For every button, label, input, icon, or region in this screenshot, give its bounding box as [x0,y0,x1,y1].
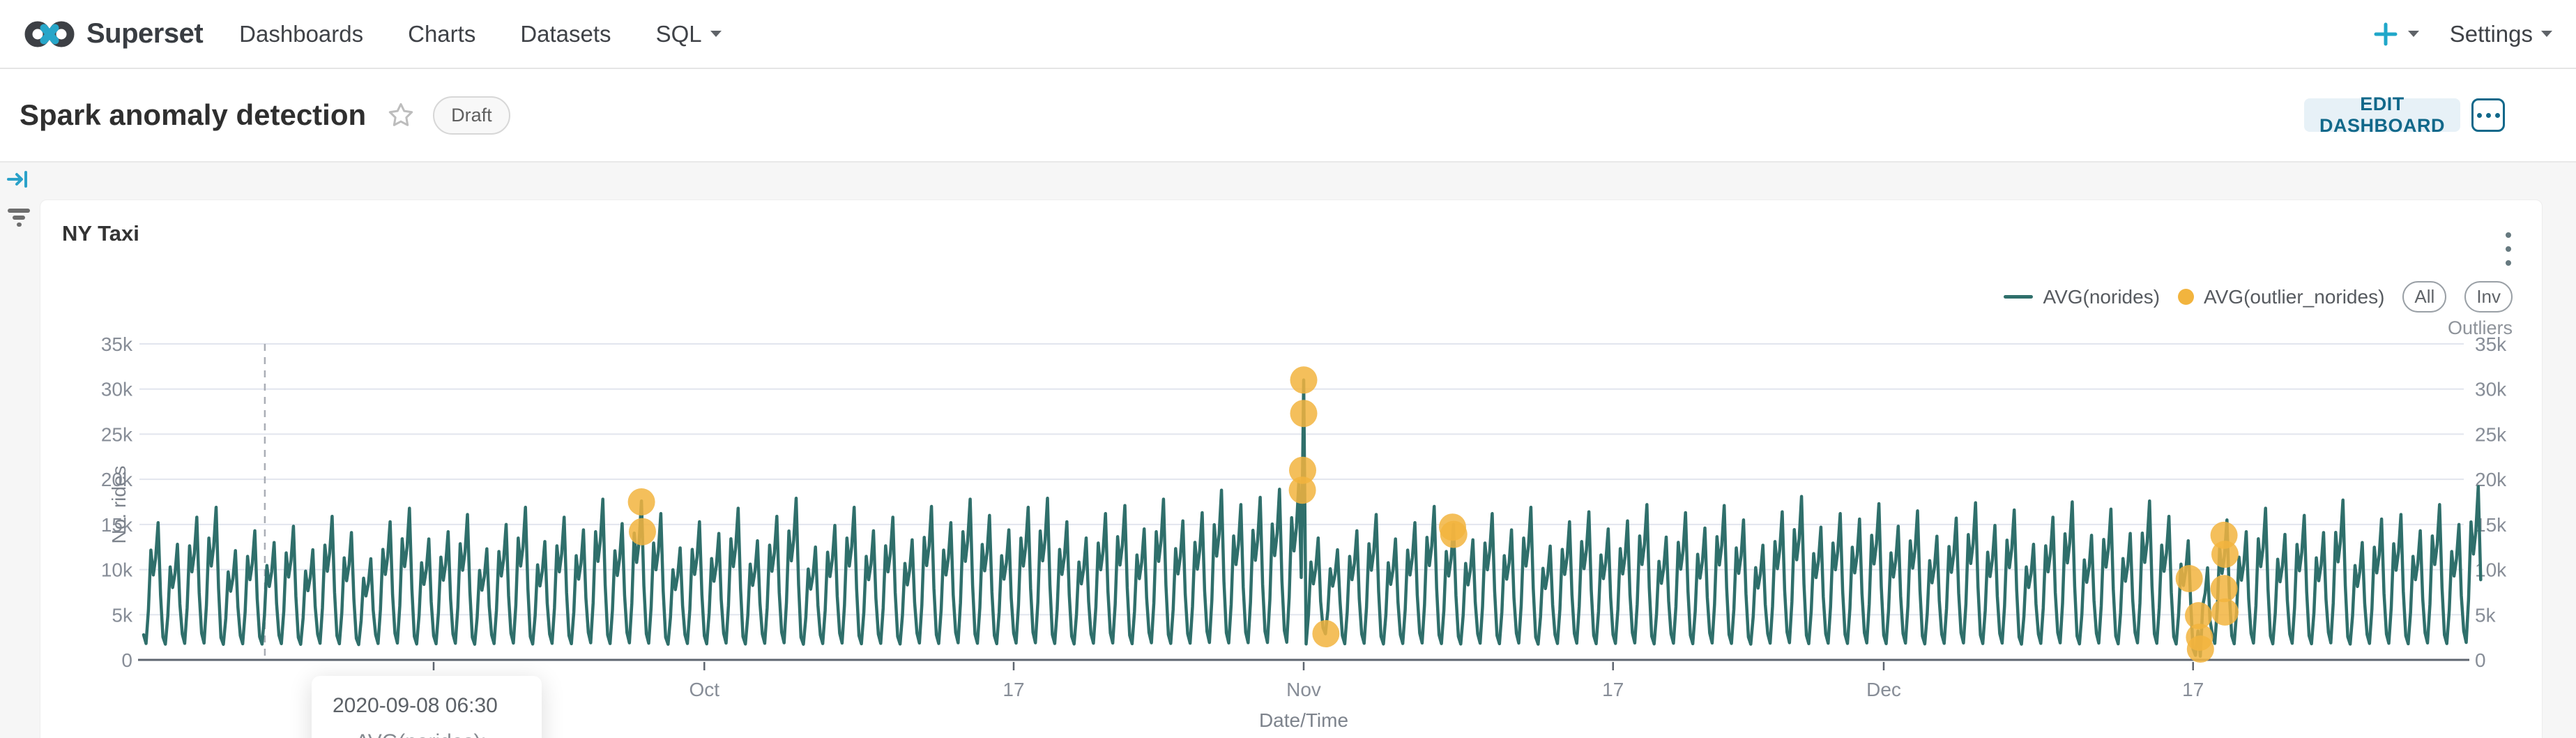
tooltip-date: 2020-09-08 06:30 [333,694,498,717]
svg-text:20k: 20k [2475,469,2507,490]
nav-item-sql-label: SQL [655,20,702,47]
superset-logo[interactable]: Superset [24,18,204,50]
svg-text:35k: 35k [2475,333,2507,355]
dot-swatch-icon [2178,289,2195,305]
svg-text:17: 17 [1003,679,1024,700]
nav-item-sql[interactable]: SQL [656,21,722,47]
filter-funnel-icon [8,209,30,227]
svg-text:30k: 30k [101,379,133,400]
navbar-right: Settings [2372,20,2552,48]
page-title: Spark anomaly detection [20,98,367,131]
chart-tooltip: 2020-09-08 06:30 AVG(norides): 6.14k [312,676,542,738]
svg-text:Oct: Oct [689,679,719,700]
filter-bar-collapsed [0,163,40,737]
nav-menu: Dashboards Charts Datasets SQL [239,20,722,47]
settings-menu[interactable]: Settings [2450,21,2552,47]
legend-inverse-button[interactable]: Inv [2464,281,2513,312]
svg-text:35k: 35k [101,333,133,355]
svg-text:25k: 25k [101,423,133,445]
filter-count-button[interactable] [7,206,31,232]
superset-infinity-icon [24,21,75,47]
dashboard-body: NY Taxi AVG(norides) AVG(outlier_norides… [0,163,2576,738]
legend-all-button[interactable]: All [2402,281,2447,312]
nav-item-datasets[interactable]: Datasets [520,20,611,47]
kebab-icon [2506,232,2511,238]
svg-text:20k: 20k [101,469,133,490]
svg-text:0: 0 [121,649,132,671]
expand-right-icon [7,171,27,188]
new-item-button[interactable] [2372,20,2419,48]
svg-text:17: 17 [1602,679,1624,700]
more-options-button[interactable] [2471,98,2505,132]
chevron-down-icon [710,31,722,37]
svg-text:5k: 5k [2475,604,2497,626]
svg-text:Dec: Dec [1866,679,1901,700]
svg-text:0: 0 [2475,649,2486,671]
top-navbar: Superset Dashboards Charts Datasets SQL … [0,0,2576,69]
legend-label: AVG(norides) [2043,285,2160,308]
outliers-axis-label: Outliers [2447,317,2513,338]
settings-label: Settings [2449,20,2533,47]
legend-item-outlier-norides[interactable]: AVG(outlier_norides) [2178,286,2384,308]
chart-options-button[interactable] [2501,228,2515,270]
status-badge: Draft [433,96,510,135]
svg-text:30k: 30k [2475,379,2507,400]
plus-icon [2374,22,2398,45]
legend-label: AVG(outlier_norides) [2204,285,2385,308]
chart-legend: AVG(norides) AVG(outlier_norides) All In… [2004,281,2513,312]
ellipsis-icon [2476,112,2482,118]
star-icon [388,103,413,126]
svg-text:25k: 25k [2475,423,2507,445]
svg-text:Date/Time: Date/Time [1259,709,1348,731]
chevron-down-icon [2407,31,2419,37]
edit-dashboard-button[interactable]: EDIT DASHBOARD [2304,93,2460,136]
svg-text:10k: 10k [101,559,133,581]
svg-text:Nov: Nov [1286,679,1321,700]
tooltip-value: AVG(norides): 6.14k [356,730,521,738]
nav-item-charts[interactable]: Charts [408,20,476,47]
brand-name: Superset [86,18,204,49]
chart-card-ny-taxi: NY Taxi AVG(norides) AVG(outlier_norides… [40,199,2543,738]
chevron-down-icon [2541,31,2552,37]
legend-item-norides[interactable]: AVG(norides) [2004,286,2160,308]
svg-text:15k: 15k [101,514,133,536]
chart-title: NY Taxi [62,221,139,246]
dashboard-header: Spark anomaly detection Draft EDIT DASHB… [0,69,2576,163]
svg-text:5k: 5k [112,604,133,626]
expand-filter-bar-button[interactable] [7,170,28,193]
header-actions: EDIT DASHBOARD [2304,93,2505,136]
nav-item-dashboards[interactable]: Dashboards [239,20,364,47]
svg-text:17: 17 [2182,679,2204,700]
svg-text:No. rides: No. rides [108,465,130,543]
line-swatch-icon [2004,295,2034,299]
favorite-star-button[interactable] [387,101,415,129]
